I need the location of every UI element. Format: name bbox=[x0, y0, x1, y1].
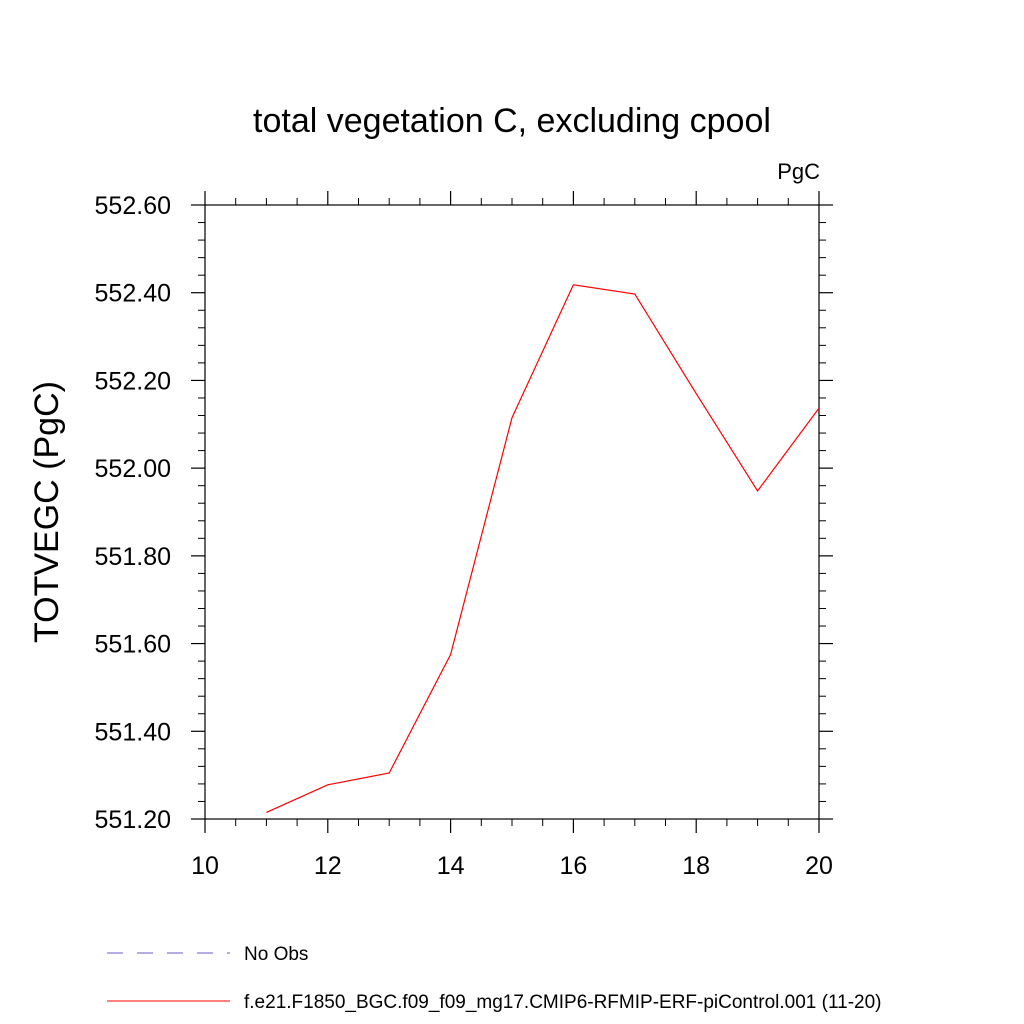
series-layer bbox=[266, 284, 820, 813]
axis-ticks: 10 12 14 16 18 20 551.20 551.40 551.60 551.80 552.… bbox=[95, 191, 833, 880]
y-tick-label: 552.60 bbox=[95, 192, 171, 220]
series-line bbox=[266, 284, 820, 813]
x-tick-label: 20 bbox=[805, 852, 833, 880]
y-tick-label: 551.20 bbox=[95, 806, 171, 834]
y-tick-label: 552.00 bbox=[95, 455, 171, 483]
y-tick-label: 551.60 bbox=[95, 631, 171, 659]
legend-label: f.e21.F1850_BGC.f09_f09_mg17.CMIP6-RFMIP… bbox=[244, 992, 881, 1013]
units-label: PgC bbox=[777, 159, 820, 184]
chart-title: total vegetation C, excluding cpool bbox=[253, 102, 771, 140]
x-tick-label: 16 bbox=[559, 852, 587, 880]
x-tick-label: 18 bbox=[682, 852, 710, 880]
plot-frame bbox=[204, 204, 820, 820]
x-tick-label: 14 bbox=[437, 852, 465, 880]
y-tick-label: 551.80 bbox=[95, 543, 171, 571]
y-tick-label: 552.40 bbox=[95, 280, 171, 308]
y-tick-label: 551.40 bbox=[95, 718, 171, 746]
x-tick-label: 10 bbox=[191, 852, 219, 880]
legend: No Obs f.e21.F1850_BGC.f09_f09_mg17.CMIP6… bbox=[107, 944, 881, 1013]
legend-label: No Obs bbox=[244, 944, 308, 965]
x-tick-label: 12 bbox=[314, 852, 342, 880]
y-axis-label: TOTVEGC (PgC) bbox=[28, 381, 66, 643]
y-tick-label: 552.20 bbox=[95, 367, 171, 395]
